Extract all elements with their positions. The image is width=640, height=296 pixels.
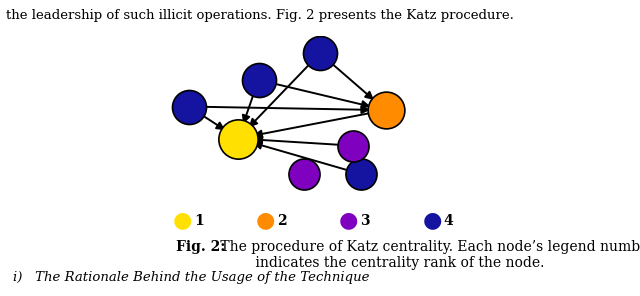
Point bbox=[253, 78, 264, 82]
Text: ●: ● bbox=[422, 210, 442, 231]
Text: ●: ● bbox=[339, 210, 358, 231]
Text: 3: 3 bbox=[360, 213, 370, 228]
Point bbox=[315, 51, 325, 56]
Text: Fig. 2:: Fig. 2: bbox=[176, 240, 225, 254]
Text: ●: ● bbox=[173, 210, 192, 231]
Point bbox=[298, 172, 308, 176]
Point bbox=[356, 172, 366, 176]
Point bbox=[184, 104, 194, 109]
Text: 1: 1 bbox=[194, 213, 204, 228]
Text: 4: 4 bbox=[444, 213, 453, 228]
Text: 2: 2 bbox=[277, 213, 287, 228]
Text: ●: ● bbox=[256, 210, 275, 231]
Text: the leadership of such illicit operations. Fig. 2 presents the Katz procedure.: the leadership of such illicit operation… bbox=[6, 9, 515, 22]
Text: i)   The Rationale Behind the Usage of the Technique: i) The Rationale Behind the Usage of the… bbox=[13, 271, 369, 284]
Text: The procedure of Katz centrality. Each node’s legend number
         indicates t: The procedure of Katz centrality. Each n… bbox=[216, 240, 640, 270]
Point bbox=[380, 108, 390, 112]
Point bbox=[233, 136, 243, 141]
Point bbox=[348, 143, 358, 148]
